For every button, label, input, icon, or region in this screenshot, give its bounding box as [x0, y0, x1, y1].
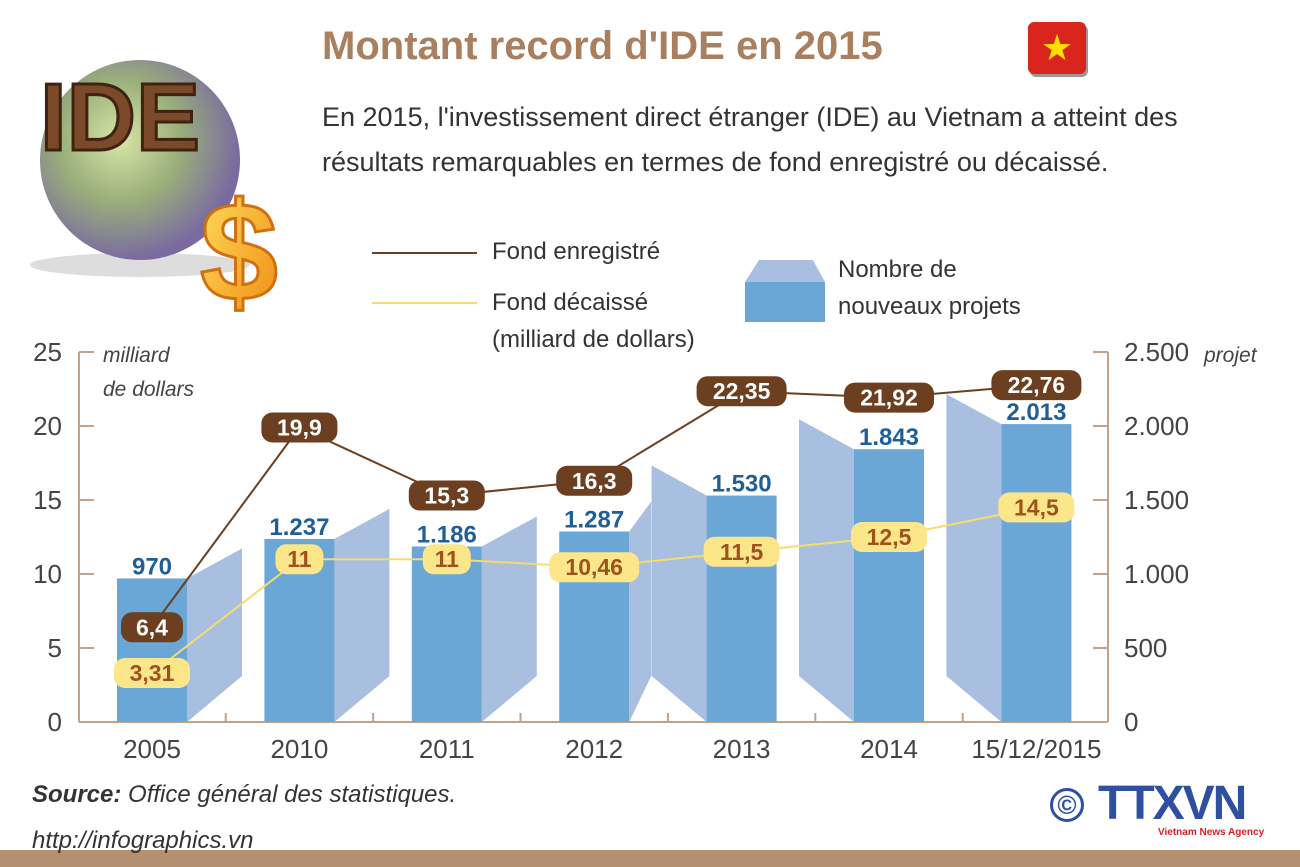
right-tick-label: 1.500 [1124, 485, 1189, 515]
registered-value-label: 16,3 [572, 468, 617, 494]
registered-value-label: 22,76 [1008, 372, 1066, 398]
bar-side [187, 548, 242, 722]
disbursed-value-label: 3,31 [130, 660, 175, 686]
legend-disbursed-swatch [372, 302, 477, 304]
disbursed-value-label: 11,5 [720, 539, 764, 565]
ide-globe-dollar-illustration: IDE $ [30, 60, 279, 332]
agency-name: Vietnam News Agency [1158, 827, 1265, 838]
legend-registered-label: Fond enregistré [492, 238, 661, 265]
x-tick-label: 2005 [123, 734, 181, 764]
left-tick-label: 20 [33, 411, 62, 441]
bar-side [946, 394, 1002, 722]
disbursed-point-marker [851, 522, 927, 552]
ttxvn-logo: TTXVN [1098, 777, 1247, 830]
disbursed-point-marker [703, 536, 780, 567]
registered-value-label: 15,3 [424, 483, 469, 509]
bar-value-label: 1.530 [712, 471, 772, 498]
source-text: Office général des statistiques. [121, 781, 457, 808]
right-axis-label: projet [1203, 344, 1258, 367]
bar-value-label: 1.186 [417, 521, 477, 548]
bar-side [799, 419, 854, 722]
bar-value-label: 1.237 [269, 514, 329, 541]
bar-value-label: 1.287 [564, 507, 624, 534]
x-tick-label: 2014 [860, 734, 918, 764]
left-tick-label: 10 [33, 559, 62, 589]
x-tick-label: 2012 [565, 734, 623, 764]
globe-shadow [30, 253, 250, 277]
registered-point-marker [261, 412, 338, 443]
dollar-icon: $ [200, 173, 278, 330]
x-tick-label: 2013 [713, 734, 771, 764]
bar-value-label: 2.013 [1006, 399, 1066, 426]
registered-point-marker [408, 480, 485, 511]
registered-point-marker [556, 465, 633, 496]
disbursed-point-marker [422, 544, 471, 575]
right-tick-label: 500 [1124, 633, 1167, 663]
left-axis-label-2: de dollars [103, 378, 195, 401]
bar [706, 495, 777, 722]
disbursed-point-marker [998, 492, 1075, 523]
left-tick-label: 25 [33, 337, 62, 367]
registered-point-marker [121, 612, 183, 643]
bar [1001, 424, 1072, 722]
right-tick-label: 2.500 [1124, 337, 1189, 367]
disbursed-value-label: 14,5 [1014, 494, 1059, 520]
left-tick-label: 15 [33, 485, 62, 515]
chart: 0 5 10 15 20 25 0 500 1.000 1.500 2.000 2.500 millia… [33, 337, 1258, 764]
registered-point-marker [844, 382, 934, 413]
bar-side [629, 501, 652, 722]
disbursed-value-label: 12,5 [867, 524, 912, 550]
left-axis-label: milliard [103, 344, 171, 367]
bar [411, 546, 482, 722]
disbursed-value-label: 10,46 [565, 554, 623, 580]
globe-icon [40, 60, 240, 260]
legend-disbursed-label: Fond décaissé [492, 289, 649, 316]
footer-bar [0, 818, 1300, 867]
bar-side [651, 465, 707, 722]
legend-projects-label: Nombre de [838, 256, 957, 283]
disbursed-point-marker [114, 658, 190, 689]
bar-side [334, 508, 390, 722]
ide-logo-text: IDE [40, 64, 200, 171]
disbursed-point-marker [549, 552, 640, 583]
right-tick-label: 2.000 [1124, 411, 1189, 441]
source-label: Source: [32, 781, 122, 808]
bar-value-label: 970 [132, 553, 172, 580]
bar-side [481, 516, 537, 722]
legend-projects-label-2: nouveaux projets [838, 293, 1021, 320]
x-tick-label: 2011 [419, 734, 475, 764]
registered-point-marker [696, 376, 787, 407]
vietnam-flag-icon: ★ [1028, 22, 1086, 74]
registered-point-marker [991, 370, 1082, 401]
legend-disbursed-unit: (milliard de dollars) [492, 326, 695, 353]
legend-projects-swatch [745, 260, 825, 322]
disbursed-value-label: 11 [435, 546, 460, 572]
disbursed-point-marker [275, 544, 324, 575]
registered-value-label: 19,9 [277, 414, 322, 440]
right-tick-label: 0 [1124, 707, 1138, 737]
x-tick-label: 15/12/2015 [971, 734, 1101, 764]
disbursed-value-label: 11 [287, 546, 312, 572]
bar [854, 449, 924, 722]
bar [117, 578, 187, 722]
legend-registered-swatch [372, 252, 477, 254]
right-tick-label: 1.000 [1124, 559, 1189, 589]
x-tick-label: 2010 [270, 734, 328, 764]
left-tick-label: 0 [48, 707, 62, 737]
registered-value-label: 21,92 [860, 385, 918, 411]
bar-value-label: 1.843 [859, 424, 919, 451]
left-tick-label: 5 [48, 633, 62, 663]
website-link[interactable]: http://infographics.vn [32, 827, 254, 854]
registered-value-label: 22,35 [713, 378, 771, 404]
copyright-icon: © [1050, 788, 1084, 822]
registered-value-label: 6,4 [136, 614, 168, 640]
page-title: Montant record d'IDE en 2015 [322, 24, 883, 68]
source-note: Source: Office général des statistiques. [32, 780, 456, 810]
subtitle: En 2015, l'investissement direct étrange… [322, 102, 1178, 177]
